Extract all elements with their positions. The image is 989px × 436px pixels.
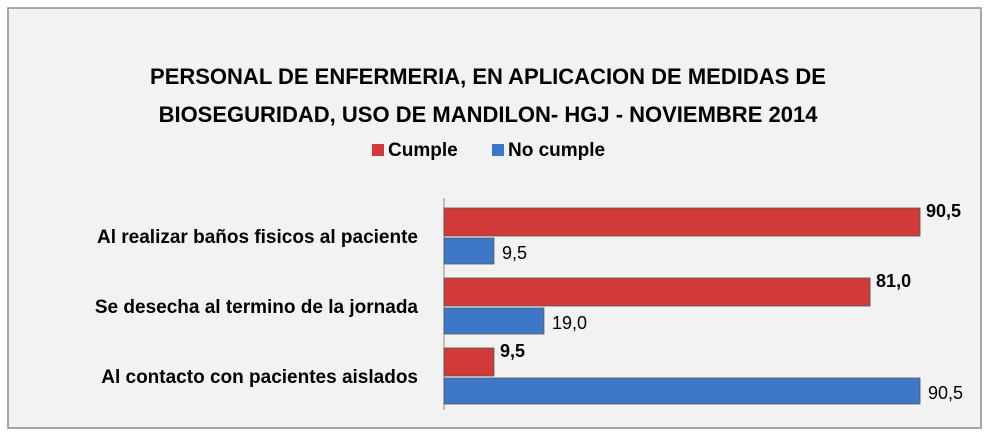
bar — [443, 307, 545, 335]
legend-label: No cumple — [508, 140, 605, 161]
chart-title: PERSONAL DE ENFERMERIA, EN APLICACION DE… — [150, 64, 826, 89]
legend-swatch — [372, 144, 384, 156]
data-label: 19,0 — [552, 313, 587, 333]
y-tick-label: Al realizar baños fisicos al paciente — [97, 227, 418, 248]
bar — [443, 277, 871, 307]
data-label: 9,5 — [500, 341, 525, 361]
chart-title: BIOSEGURIDAD, USO DE MANDILON- HGJ - NOV… — [159, 102, 819, 127]
y-tick-label: Se desecha al termino de la jornada — [95, 297, 419, 318]
y-tick-label: Al contacto con pacientes aislados — [101, 367, 418, 388]
bar — [443, 347, 495, 377]
bar — [443, 207, 921, 237]
data-label: 90,5 — [928, 383, 963, 403]
legend-label: Cumple — [388, 140, 458, 161]
data-label: 90,5 — [926, 201, 961, 221]
data-label: 9,5 — [502, 243, 527, 263]
bar — [443, 237, 495, 265]
legend-swatch — [492, 144, 504, 156]
bar — [443, 377, 921, 405]
data-label: 81,0 — [876, 271, 911, 291]
